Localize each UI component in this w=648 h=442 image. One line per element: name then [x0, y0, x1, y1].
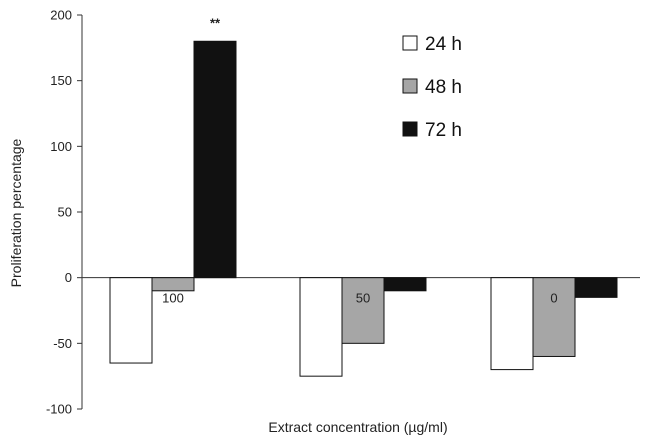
category-labels: 100 50 0 [162, 291, 557, 306]
legend-swatch [402, 35, 418, 51]
bar-72h-0 [574, 277, 618, 298]
annotations: ** [210, 15, 221, 30]
y-axis: 200 150 100 50 0 -50 -100 [46, 8, 640, 417]
y-tick-label: -100 [46, 402, 72, 417]
bars [109, 40, 618, 377]
y-axis-title: Proliferation percentage [8, 138, 24, 287]
legend-label: 24 h [425, 34, 462, 55]
significance-annotation: ** [210, 15, 221, 30]
category-label: 0 [550, 291, 557, 306]
category-label: 50 [356, 291, 370, 306]
y-tick-label: 100 [50, 139, 72, 154]
y-tick-label: 200 [50, 8, 72, 23]
y-tick-label: 50 [58, 205, 72, 220]
y-tick-label: 0 [65, 270, 72, 285]
legend-label: 72 h [425, 120, 462, 141]
bar-24h-0 [490, 277, 534, 371]
bar-72h-100 [193, 40, 237, 279]
bar-24h-100 [109, 277, 153, 364]
legend-swatch [402, 78, 418, 94]
bar-24h-50 [299, 277, 343, 377]
y-tick-label: -50 [53, 336, 72, 351]
category-label: 100 [162, 291, 184, 306]
bar-48h-100 [151, 277, 195, 292]
legend: 24 h 48 h 72 h [402, 34, 462, 141]
bar-48h-0 [532, 277, 576, 357]
bar-72h-50 [383, 277, 427, 292]
legend-label: 48 h [425, 77, 462, 98]
y-tick-label: 150 [50, 73, 72, 88]
legend-swatch [402, 121, 418, 137]
x-axis-title: Extract concentration (µg/ml) [268, 419, 447, 435]
bar-48h-50 [341, 277, 385, 344]
